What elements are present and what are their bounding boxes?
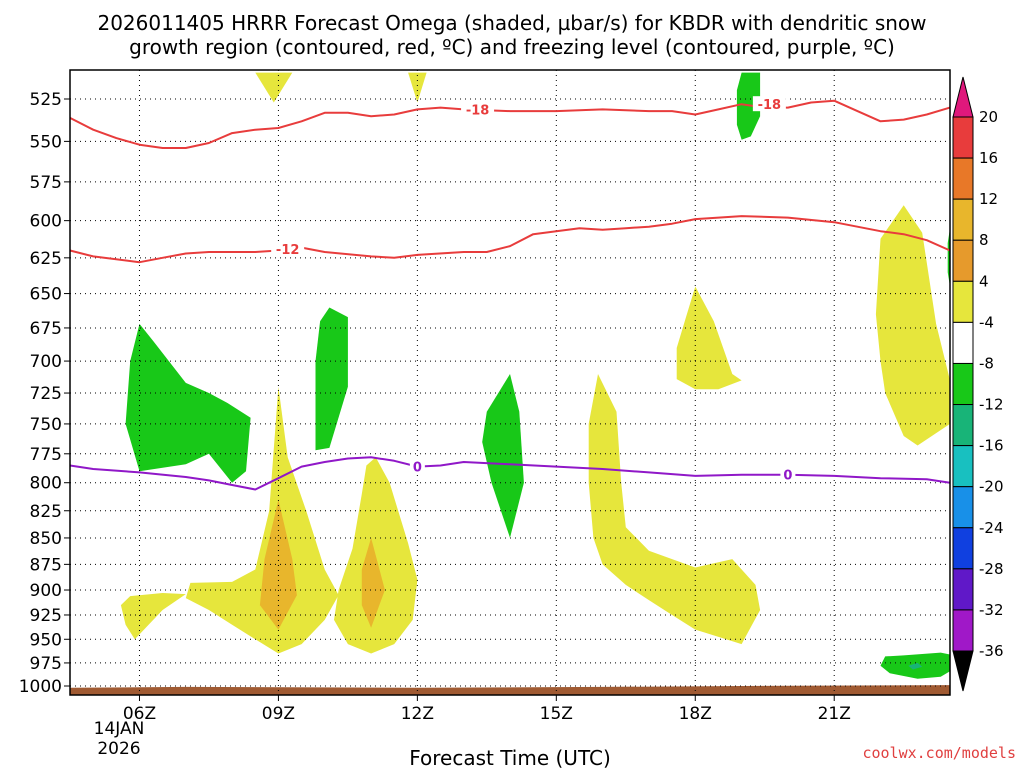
- colorbar-box-1: [952, 157, 974, 200]
- omega-region-14: [676, 286, 742, 390]
- x-axis-label: Forecast Time (UTC): [409, 746, 611, 768]
- x-tick-label-12Z: 12Z: [401, 704, 434, 724]
- y-tick-label-850: 850: [30, 529, 62, 549]
- y-axis-ticks: 525 550 575 600 625 650 675 700 725 750 775 800 825 8…: [19, 90, 70, 697]
- x-tick-label-09Z: 09Z: [262, 704, 295, 724]
- omega-region-0: [255, 72, 293, 103]
- colorbar-label-1: 16: [979, 149, 998, 167]
- contour-label-4: 0: [783, 469, 792, 484]
- y-tick-label-725: 725: [30, 384, 62, 404]
- omega-region-13: [588, 374, 761, 645]
- plot-frame: [69, 69, 951, 696]
- contour-label-bg-1: [752, 96, 786, 112]
- y-tick-label-825: 825: [30, 502, 62, 522]
- omega-region-10: [259, 499, 297, 630]
- omega-region-8: [120, 593, 186, 640]
- y-tick-label-675: 675: [30, 319, 62, 339]
- colorbar-box-6: [952, 362, 974, 406]
- colorbar-label-4: 4: [979, 272, 989, 290]
- colorbar-label-13: -36: [979, 642, 1004, 660]
- colorbar-label-3: 8: [979, 231, 989, 249]
- colorbar-label-0: 20: [979, 108, 998, 126]
- y-tick-label-575: 575: [30, 173, 62, 193]
- colorbar-label-11: -28: [979, 560, 1004, 578]
- x-tick-label-06Z: 06Z: [123, 704, 156, 724]
- y-tick-label-875: 875: [30, 555, 62, 575]
- colorbar-box-10: [952, 527, 974, 570]
- colorbar-box-12: [952, 609, 974, 652]
- chart-title-line1: 2026011405 HRRR Forecast Omega (shaded, …: [97, 11, 926, 35]
- y-tick-label-600: 600: [30, 212, 62, 232]
- colorbar-label-5: -4: [979, 313, 994, 331]
- colorbar-label-12: -32: [979, 601, 1004, 619]
- colorbar-box-5: [952, 321, 974, 364]
- y-tick-label-550: 550: [30, 132, 62, 152]
- credit-text: coolwx.com/models: [862, 744, 1016, 762]
- contour-label-1: -18: [758, 98, 782, 113]
- colorbar-box-11: [952, 568, 974, 611]
- y-tick-label-525: 525: [30, 90, 62, 110]
- contour-label-0: -18: [466, 103, 490, 118]
- chart-title-line2: growth region (contoured, red, ºC) and f…: [129, 35, 895, 59]
- grid-lines: [70, 70, 950, 695]
- colorbar-box-2: [952, 198, 974, 241]
- colorbar-label-6: -8: [979, 354, 994, 372]
- contour-label-bg-4: [780, 466, 796, 482]
- colorbar-box-4: [952, 280, 974, 323]
- contour-label-2: -12: [276, 243, 300, 258]
- x-date-label-day: 14JAN: [94, 719, 145, 739]
- x-tick-label-15Z: 15Z: [540, 704, 573, 724]
- omega-region-3: [125, 323, 251, 483]
- y-tick-label-950: 950: [30, 630, 62, 650]
- y-tick-label-775: 775: [30, 445, 62, 465]
- colorbar-label-10: -24: [979, 519, 1004, 537]
- y-tick-label-925: 925: [30, 606, 62, 626]
- y-tick-label-700: 700: [30, 352, 62, 372]
- y-tick-label-800: 800: [30, 474, 62, 494]
- contour-labels: -18 -18 -12 0 0: [271, 96, 796, 484]
- x-tick-label-21Z: 21Z: [818, 704, 851, 724]
- y-tick-label-1000: 1000: [19, 677, 62, 697]
- x-date-label-year: 2026: [97, 739, 140, 759]
- colorbar-box-9: [952, 486, 974, 529]
- omega-region-15: [875, 205, 950, 446]
- y-tick-label-625: 625: [30, 249, 62, 269]
- omega-region-9: [185, 386, 339, 654]
- ground-fill: [70, 685, 950, 695]
- omega-region-7: [908, 662, 923, 670]
- y-tick-label-750: 750: [30, 415, 62, 435]
- omega-region-5: [482, 374, 524, 538]
- contour-label-bg-0: [461, 101, 495, 117]
- y-tick-label-975: 975: [30, 654, 62, 674]
- colorbar-box-7: [952, 404, 974, 447]
- contour-label-3: 0: [413, 461, 422, 476]
- colorbar-label-8: -16: [979, 437, 1004, 455]
- omega-region-1: [408, 72, 427, 103]
- colorbar-box-3: [952, 239, 974, 282]
- colorbar: 20 16 12 8 4 -4 -8 -12 -16 -20 -24 -28 -32 -36: [952, 76, 1004, 692]
- colorbar-box-8: [952, 445, 974, 488]
- ground-layer: [70, 685, 950, 695]
- colorbar-label-7: -12: [979, 396, 1004, 414]
- contour-label-bg-3: [409, 458, 425, 474]
- colorbar-top-arrow: [952, 76, 974, 118]
- colorbar-label-2: 12: [979, 190, 998, 208]
- contour-label-bg-2: [271, 241, 305, 257]
- x-tick-label-18Z: 18Z: [679, 704, 712, 724]
- omega-region-12: [361, 537, 385, 628]
- colorbar-bottom-arrow: [952, 650, 974, 692]
- y-tick-label-650: 650: [30, 285, 62, 305]
- x-axis-ticks: 06Z 09Z 12Z 15Z 18Z 21Z: [123, 695, 851, 724]
- contour--12-line: [69, 215, 951, 264]
- y-tick-label-900: 900: [30, 581, 62, 601]
- colorbar-box-0: [952, 116, 974, 159]
- colorbar-label-9: -20: [979, 478, 1004, 496]
- omega-region-4: [315, 307, 348, 451]
